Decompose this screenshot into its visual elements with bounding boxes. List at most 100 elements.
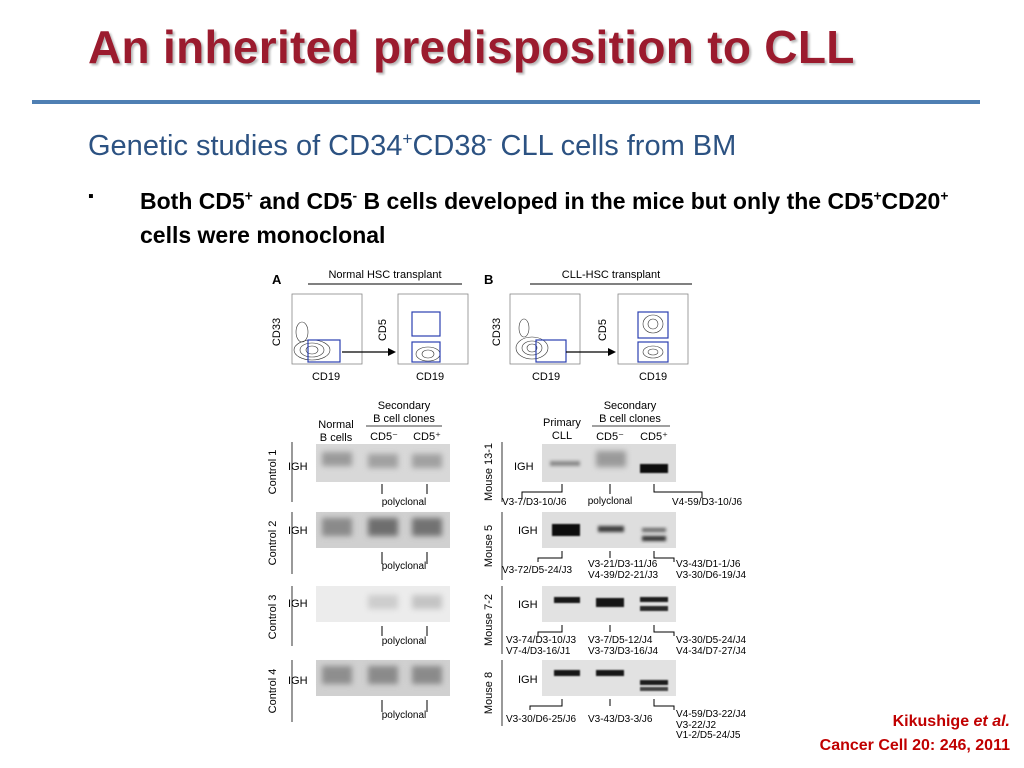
row-annot-a1: V3-7/D3-10/J6 xyxy=(502,497,567,508)
panel-b-density1 xyxy=(515,318,549,360)
panel-b-y1: CD33 xyxy=(491,318,503,346)
row-annot-c2: V4-34/D7-27/J4 xyxy=(676,646,746,657)
left-secondary-line2: B cell clones xyxy=(373,413,435,425)
subtitle-part: CLL cells from BM xyxy=(492,130,737,162)
bullet-sup: - xyxy=(352,188,358,204)
row-note: polyclonal xyxy=(382,636,426,647)
row-annot-c1: V4-59/D3-10/J6 xyxy=(672,497,742,508)
panel-b-arrow-head xyxy=(608,348,616,356)
row-gene: IGH xyxy=(288,525,308,537)
figure-svg: A Normal HSC transplant CD33 CD19 CD5 CD… xyxy=(267,269,746,741)
row-annot-b1: V3-7/D5-12/J4 xyxy=(588,635,653,646)
bullet-marker: ▪ xyxy=(88,188,94,205)
right-gel-header: Primary CLL Secondary B cell clones CD5⁻… xyxy=(543,400,670,443)
row-annot-a1: V3-30/D6-25/J6 xyxy=(506,714,576,725)
panel-a-x1: CD19 xyxy=(312,371,340,383)
left-gel-row-2: Control 2 IGH polyclonal xyxy=(267,512,450,574)
right-gel-row-4: Mouse 8 IGH V3-30/D6-25/J6 V3-43/D3-3/J6… xyxy=(483,660,746,741)
right-col2: CD5⁻ xyxy=(596,431,624,443)
citation-line1: Kikushige et al. xyxy=(820,710,1010,734)
right-secondary-line1: Secondary xyxy=(604,400,657,412)
panel-a-arrow-head xyxy=(388,348,396,356)
panel-b-letter: B xyxy=(484,272,493,287)
row-annot-c1: V4-59/D3-22/J4 xyxy=(676,709,746,720)
bullet-part: and CD5 xyxy=(252,188,353,214)
subtitle-sup: + xyxy=(402,128,413,149)
right-gel-row-2: Mouse 5 IGH V3-72/D5-24/J3 V3-21/D3-11/J… xyxy=(483,512,746,581)
row-label: Mouse 7-2 xyxy=(483,594,495,646)
panel-b-density2 xyxy=(642,314,664,359)
right-secondary-line2: B cell clones xyxy=(599,413,661,425)
subtitle-part: CD38 xyxy=(412,130,487,162)
row-gene: IGH xyxy=(518,674,538,686)
row-annot-a1: V3-72/D5-24/J3 xyxy=(502,565,572,576)
citation-author: Kikushige xyxy=(892,713,974,730)
row-gene: IGH xyxy=(518,525,538,537)
slide-title: An inherited predisposition to CLL xyxy=(88,21,855,73)
panel-b-x1: CD19 xyxy=(532,371,560,383)
row-annot-c1: V3-43/D1-1/J6 xyxy=(676,559,741,570)
panel-a-plot2 xyxy=(397,293,469,365)
citation-journal: Cancer Cell 20: 246, 2011 xyxy=(819,737,1010,754)
figure: A Normal HSC transplant CD33 CD19 CD5 CD… xyxy=(262,262,782,741)
panel-b-gate1 xyxy=(535,339,567,363)
panel-b-plot1 xyxy=(509,293,581,365)
row-annot-c2: V3-30/D6-19/J4 xyxy=(676,570,746,581)
bullet-sup: + xyxy=(244,188,253,204)
citation: Kikushige et al. Cancer Cell 20: 246, 20… xyxy=(820,710,1010,758)
bullet-sup: + xyxy=(940,188,949,204)
row-gene: IGH xyxy=(514,461,534,473)
bullet-part: cells were monoclonal xyxy=(140,222,386,248)
panel-b-y2: CD5 xyxy=(597,319,609,341)
panel-a-gate1 xyxy=(307,339,341,363)
slide-subtitle: Genetic studies of CD34+CD38- CLL cells … xyxy=(88,130,736,163)
row-annot-b1: polyclonal xyxy=(588,496,632,507)
bullet-part: B cells developed in the mice but only t… xyxy=(357,188,874,214)
right-col3: CD5⁺ xyxy=(640,431,668,443)
left-secondary-line1: Secondary xyxy=(378,400,431,412)
panel-a-gate3 xyxy=(411,341,441,363)
bullet-part: CD20 xyxy=(881,188,941,214)
bullet-part: Both CD5 xyxy=(140,188,245,214)
row-gene: IGH xyxy=(288,598,308,610)
right-col1-line1: Primary xyxy=(543,417,581,429)
row-label: Control 2 xyxy=(267,521,279,566)
bullet-text: Both CD5+ and CD5- B cells developed in … xyxy=(140,184,960,252)
row-note: polyclonal xyxy=(382,561,426,572)
panel-b-gate3 xyxy=(637,341,669,363)
row-label: Mouse 5 xyxy=(483,525,495,567)
left-col2: CD5⁻ xyxy=(370,431,398,443)
right-gel-row-3: Mouse 7-2 IGH V3-74/D3-10/J3 V7-4/D3-16/… xyxy=(483,586,746,657)
panel-b-gate2 xyxy=(637,311,669,339)
left-gel-row-1: Control 1 IGH polyclonal xyxy=(267,442,450,508)
row-note: polyclonal xyxy=(382,710,426,721)
left-col3: CD5⁺ xyxy=(413,431,441,443)
panel-a-y1: CD33 xyxy=(271,318,283,346)
row-label: Mouse 13-1 xyxy=(483,443,495,501)
row-label: Mouse 8 xyxy=(483,672,495,714)
panel-a-density1 xyxy=(293,321,331,361)
panel-b-plot2 xyxy=(617,293,689,365)
subtitle-part: Genetic studies of CD34 xyxy=(88,130,403,162)
citation-etal: et al. xyxy=(973,713,1010,730)
panel-a-title: Normal HSC transplant xyxy=(328,269,441,281)
right-col1-line2: CLL xyxy=(552,430,572,442)
subtitle-sup: - xyxy=(486,128,493,149)
row-gene: IGH xyxy=(518,599,538,611)
row-label: Control 1 xyxy=(267,450,279,495)
right-gel-row-1: Mouse 13-1 IGH V3-7/D3-10/J6 polyclonal … xyxy=(483,442,742,508)
row-annot-b2: V3-73/D3-16/J4 xyxy=(588,646,658,657)
bullet-sup: + xyxy=(873,188,882,204)
row-annot-c1: V3-30/D5-24/J4 xyxy=(676,635,746,646)
panel-a-y2: CD5 xyxy=(377,319,389,341)
panel-a-gate2 xyxy=(411,311,441,337)
row-annot-b2: V4-39/D2-21/J3 xyxy=(588,570,658,581)
row-label: Control 3 xyxy=(267,595,279,640)
left-gel-header: Normal B cells Secondary B cell clones C… xyxy=(318,400,442,444)
row-annot-c2: V3-22/J2 xyxy=(676,720,716,731)
row-annot-c3: V1-2/D5-24/J5 xyxy=(676,730,741,738)
row-label: Control 4 xyxy=(267,669,279,714)
panel-a-letter: A xyxy=(272,272,282,287)
title-divider xyxy=(32,100,980,104)
panel-a-x2: CD19 xyxy=(416,371,444,383)
